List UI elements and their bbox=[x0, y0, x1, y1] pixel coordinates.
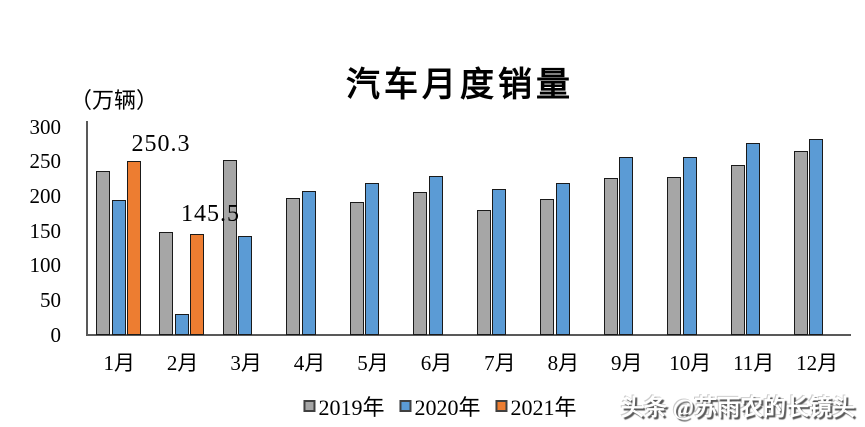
bar-2019年-4月 bbox=[286, 197, 301, 335]
data-label-250.3: 250.3 bbox=[131, 131, 191, 158]
chart-title: 汽车月度销量 bbox=[346, 67, 574, 104]
x-tick-label-11月: 11月 bbox=[733, 351, 775, 375]
bar-2021年-2月 bbox=[190, 234, 205, 335]
x-tick-label-12月: 12月 bbox=[796, 351, 839, 375]
bar-2020年-8月 bbox=[555, 183, 570, 335]
x-tick-label-5月: 5月 bbox=[357, 351, 389, 375]
legend-item-2019年: 2019年 bbox=[303, 390, 384, 422]
legend-label-2021年: 2021年 bbox=[510, 395, 577, 420]
bar-2019年-2月 bbox=[159, 232, 174, 335]
y-tick-label-50: 50 bbox=[40, 287, 61, 312]
bar-2019年-11月 bbox=[730, 164, 745, 335]
legend-swatch-2020年 bbox=[399, 400, 412, 412]
legend-label-2020年: 2020年 bbox=[414, 395, 481, 420]
bar-2019年-9月 bbox=[603, 177, 618, 335]
bar-2020年-11月 bbox=[746, 142, 760, 335]
bar-2019年-1月 bbox=[96, 170, 110, 335]
bar-2020年-6月 bbox=[428, 175, 443, 335]
bar-2019年-6月 bbox=[413, 192, 428, 335]
bar-2020年-9月 bbox=[619, 157, 634, 335]
bar-2019年-7月 bbox=[476, 209, 491, 335]
bar-2020年-7月 bbox=[492, 188, 507, 335]
bar-2020年-4月 bbox=[301, 191, 316, 335]
x-tick-label-10月: 10月 bbox=[669, 351, 712, 375]
x-tick-label-8月: 8月 bbox=[547, 351, 580, 375]
x-axis-line bbox=[86, 334, 851, 336]
x-tick-label-4月: 4月 bbox=[293, 351, 326, 375]
bar-2020年-2月 bbox=[174, 313, 189, 335]
bar-2019年-8月 bbox=[540, 199, 555, 335]
bar-2020年-5月 bbox=[365, 182, 380, 335]
legend-swatch-2019年 bbox=[303, 400, 316, 412]
x-tick-label-7月: 7月 bbox=[484, 351, 516, 375]
y-tick-label-0: 0 bbox=[50, 322, 62, 347]
bar-2020年-1月 bbox=[111, 200, 126, 335]
y-tick-label-250: 250 bbox=[29, 149, 62, 174]
x-tick-label-3月: 3月 bbox=[230, 351, 262, 375]
data-label-145.5: 145.5 bbox=[180, 201, 240, 228]
y-tick-label-150: 150 bbox=[29, 218, 62, 243]
legend: 2019年 2020年 2021年 bbox=[303, 390, 577, 422]
bar-2019年-10月 bbox=[667, 176, 682, 335]
legend-item-2021年: 2021年 bbox=[495, 390, 577, 422]
x-tick-label-9月: 9月 bbox=[611, 351, 643, 375]
y-axis-unit-label: （万辆） bbox=[70, 88, 159, 113]
x-tick-label-2月: 2月 bbox=[166, 351, 199, 375]
bar-2020年-12月 bbox=[809, 138, 824, 335]
watermark: 头条 @苏雨农的长镜头 bbox=[620, 395, 855, 420]
bar-2020年-10月 bbox=[682, 156, 697, 335]
x-tick-label-1月: 1月 bbox=[103, 351, 135, 375]
bar-2021年-1月 bbox=[127, 161, 141, 335]
y-tick-label-300: 300 bbox=[29, 114, 62, 139]
legend-label-2019年: 2019年 bbox=[318, 395, 385, 420]
bar-2019年-12月 bbox=[793, 150, 808, 335]
x-tick-label-6月: 6月 bbox=[420, 351, 453, 375]
y-tick-label-100: 100 bbox=[29, 253, 62, 278]
bar-2019年-3月 bbox=[222, 160, 237, 335]
bar-2020年-3月 bbox=[238, 235, 253, 335]
y-axis-line bbox=[86, 121, 88, 335]
legend-item-2020年: 2020年 bbox=[399, 390, 481, 422]
y-tick-label-200: 200 bbox=[29, 183, 62, 208]
legend-swatch-2021年 bbox=[495, 400, 508, 412]
bar-2019年-5月 bbox=[349, 202, 364, 335]
